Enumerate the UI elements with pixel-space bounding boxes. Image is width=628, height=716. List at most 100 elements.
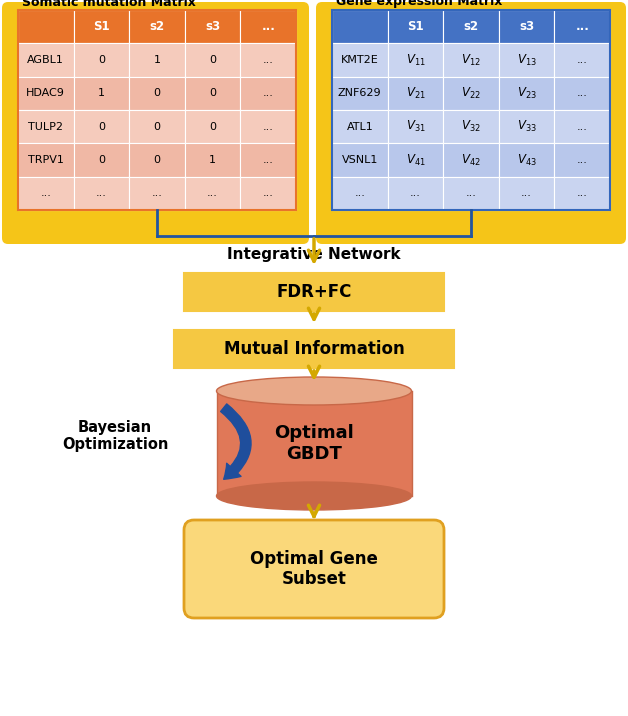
Bar bbox=[332, 10, 387, 44]
Bar bbox=[18, 44, 73, 77]
Bar bbox=[129, 10, 185, 44]
Bar bbox=[332, 177, 387, 210]
Text: AGBL1: AGBL1 bbox=[28, 55, 64, 65]
Bar bbox=[18, 10, 73, 44]
Bar bbox=[129, 143, 185, 177]
Text: ...: ... bbox=[40, 188, 51, 198]
Text: ...: ... bbox=[577, 55, 588, 65]
Bar bbox=[73, 10, 129, 44]
Bar bbox=[443, 44, 499, 77]
Text: ...: ... bbox=[263, 55, 274, 65]
Bar bbox=[555, 44, 610, 77]
Text: $V_{32}$: $V_{32}$ bbox=[461, 119, 481, 134]
Bar bbox=[387, 143, 443, 177]
Text: ...: ... bbox=[261, 20, 275, 33]
Text: Integrative Network: Integrative Network bbox=[227, 246, 401, 261]
Text: 1: 1 bbox=[98, 88, 105, 98]
Bar bbox=[499, 10, 555, 44]
FancyBboxPatch shape bbox=[2, 2, 309, 244]
Text: ...: ... bbox=[263, 155, 274, 165]
Bar bbox=[443, 10, 499, 44]
Text: $V_{41}$: $V_{41}$ bbox=[406, 153, 425, 168]
Bar bbox=[499, 77, 555, 110]
Text: FDR+FC: FDR+FC bbox=[276, 283, 352, 301]
Bar bbox=[443, 143, 499, 177]
Bar bbox=[129, 110, 185, 143]
Text: KMT2E: KMT2E bbox=[341, 55, 379, 65]
Bar bbox=[18, 10, 296, 210]
Text: $V_{13}$: $V_{13}$ bbox=[517, 52, 536, 67]
Bar bbox=[387, 110, 443, 143]
Text: ...: ... bbox=[207, 188, 218, 198]
Text: Somatic mutation Matrix: Somatic mutation Matrix bbox=[22, 0, 196, 9]
Text: ...: ... bbox=[465, 188, 477, 198]
Text: 0: 0 bbox=[98, 55, 105, 65]
Text: $V_{42}$: $V_{42}$ bbox=[461, 153, 481, 168]
Text: $V_{21}$: $V_{21}$ bbox=[406, 86, 425, 101]
Bar bbox=[185, 177, 241, 210]
Bar bbox=[499, 177, 555, 210]
Text: HDAC9: HDAC9 bbox=[26, 88, 65, 98]
Bar bbox=[555, 77, 610, 110]
Text: 0: 0 bbox=[209, 122, 216, 132]
Text: TRPV1: TRPV1 bbox=[28, 155, 63, 165]
Text: ...: ... bbox=[410, 188, 421, 198]
Bar bbox=[129, 44, 185, 77]
Text: TULP2: TULP2 bbox=[28, 122, 63, 132]
Text: s2: s2 bbox=[463, 20, 479, 33]
FancyBboxPatch shape bbox=[184, 520, 444, 618]
Bar bbox=[499, 44, 555, 77]
Bar bbox=[241, 10, 296, 44]
Text: $V_{31}$: $V_{31}$ bbox=[406, 119, 425, 134]
FancyBboxPatch shape bbox=[174, 330, 454, 368]
Text: ...: ... bbox=[575, 20, 589, 33]
Bar bbox=[73, 143, 129, 177]
Bar bbox=[332, 77, 387, 110]
Text: Bayesian
Optimization: Bayesian Optimization bbox=[62, 420, 168, 453]
Text: 1: 1 bbox=[153, 55, 161, 65]
Bar bbox=[332, 10, 610, 210]
Text: ...: ... bbox=[577, 88, 588, 98]
Text: S1: S1 bbox=[93, 20, 110, 33]
Text: $V_{22}$: $V_{22}$ bbox=[461, 86, 481, 101]
Text: $V_{33}$: $V_{33}$ bbox=[517, 119, 536, 134]
Bar bbox=[443, 110, 499, 143]
Bar bbox=[129, 177, 185, 210]
Text: Mutual Information: Mutual Information bbox=[224, 340, 404, 358]
Bar bbox=[499, 143, 555, 177]
Bar bbox=[387, 177, 443, 210]
Bar bbox=[18, 143, 73, 177]
FancyBboxPatch shape bbox=[316, 2, 626, 244]
FancyBboxPatch shape bbox=[184, 273, 444, 311]
Bar bbox=[73, 110, 129, 143]
Ellipse shape bbox=[217, 377, 411, 405]
Text: VSNL1: VSNL1 bbox=[342, 155, 378, 165]
Bar bbox=[241, 177, 296, 210]
Bar bbox=[387, 77, 443, 110]
Bar bbox=[555, 177, 610, 210]
Text: ...: ... bbox=[263, 188, 274, 198]
Bar bbox=[555, 10, 610, 44]
Text: ...: ... bbox=[263, 88, 274, 98]
Bar bbox=[185, 143, 241, 177]
Text: 0: 0 bbox=[153, 122, 161, 132]
Text: ...: ... bbox=[577, 155, 588, 165]
Bar bbox=[217, 391, 411, 496]
Bar bbox=[241, 44, 296, 77]
Text: $V_{23}$: $V_{23}$ bbox=[517, 86, 536, 101]
Text: s3: s3 bbox=[519, 20, 534, 33]
Bar bbox=[443, 177, 499, 210]
Bar bbox=[241, 77, 296, 110]
Text: $V_{11}$: $V_{11}$ bbox=[406, 52, 425, 67]
Text: 0: 0 bbox=[153, 155, 161, 165]
Text: 0: 0 bbox=[98, 122, 105, 132]
Bar bbox=[18, 110, 73, 143]
Bar bbox=[555, 110, 610, 143]
Text: ...: ... bbox=[521, 188, 532, 198]
Bar bbox=[18, 77, 73, 110]
Bar bbox=[241, 110, 296, 143]
Text: ZNF629: ZNF629 bbox=[338, 88, 382, 98]
Bar bbox=[387, 44, 443, 77]
Text: s2: s2 bbox=[149, 20, 165, 33]
Bar bbox=[499, 110, 555, 143]
